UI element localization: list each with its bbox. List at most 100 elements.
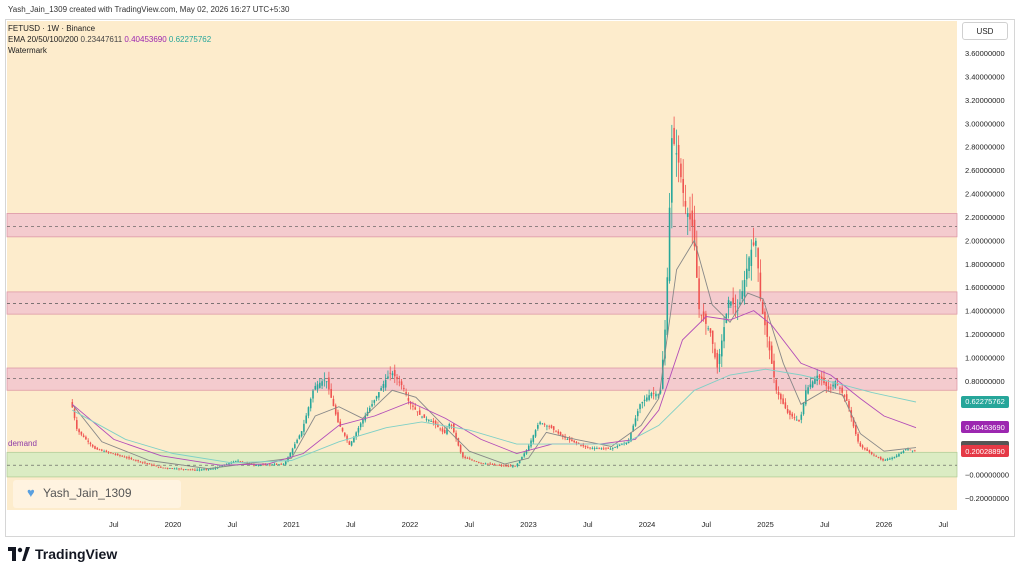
candle-body [611, 447, 614, 449]
candle-body [770, 345, 773, 364]
candle-body [221, 465, 223, 467]
candle-body [148, 463, 151, 465]
candle-body [843, 395, 846, 397]
candle-body [502, 465, 505, 467]
candle-body [641, 401, 644, 404]
plot-background [7, 21, 957, 510]
candle-body [455, 432, 457, 439]
candle-body [112, 453, 114, 455]
candle-body [396, 376, 398, 380]
currency-button[interactable]: USD [962, 22, 1008, 40]
candle-body [387, 376, 389, 379]
candle-body [671, 138, 673, 203]
demand-label: demand [8, 439, 37, 448]
legend-watermark[interactable]: Watermark [8, 46, 47, 55]
candle-body [827, 386, 830, 389]
candle-body [228, 463, 230, 465]
candle-body [525, 450, 528, 454]
candle-body [187, 469, 189, 471]
y-tick-label: 1.60000000 [965, 283, 1005, 292]
candle-body [652, 392, 655, 394]
candle-body [257, 465, 260, 466]
candle-body [130, 458, 133, 460]
candle-body [91, 444, 94, 447]
legend-symbol[interactable]: FETUSD · 1W · Binance [8, 24, 96, 33]
candle-body [141, 461, 144, 463]
candle-body [341, 427, 344, 432]
candle-body [480, 462, 482, 464]
candle-body [160, 466, 162, 468]
candle-body [393, 370, 396, 377]
candle-body [498, 465, 501, 466]
candle-body [150, 464, 153, 466]
candle-body [316, 384, 319, 390]
candle-body [475, 461, 478, 463]
watermark-text: Yash_Jain_1309 [43, 486, 132, 500]
candle-body [677, 144, 680, 163]
candle-body [555, 431, 557, 433]
candle-body [868, 450, 871, 453]
y-tick-label: 2.00000000 [965, 236, 1005, 245]
candle-body [859, 442, 862, 447]
legend-ema[interactable]: EMA 20/50/100/200 0.23447611 0.40453690 … [8, 34, 211, 45]
candle-body [425, 418, 428, 420]
candle-body [889, 458, 891, 460]
candle-body [203, 469, 205, 471]
candle-body [482, 463, 485, 465]
candle-body [182, 469, 185, 470]
candle-body [636, 411, 639, 417]
candle-body [514, 465, 516, 467]
x-tick-label: 2020 [165, 520, 182, 529]
x-tick-label: 2022 [402, 520, 419, 529]
candle-body [907, 449, 909, 451]
candle-body [648, 395, 650, 400]
candle-body [775, 380, 778, 391]
candle-body [255, 465, 258, 466]
candle-body [602, 448, 605, 450]
candle-body [312, 390, 314, 399]
candle-body [384, 380, 387, 388]
candle-body [839, 387, 841, 389]
candle-body [521, 456, 523, 460]
resistance-zone-2 [6, 291, 958, 315]
x-tick-label: 2025 [757, 520, 774, 529]
candle-body [457, 438, 460, 446]
candle-body [530, 440, 532, 447]
x-tick-label: 2021 [283, 520, 300, 529]
candle-body [409, 402, 412, 405]
candle-body [886, 459, 889, 460]
y-tick-label: 2.20000000 [965, 213, 1005, 222]
candle-body [864, 448, 866, 450]
candle-body [866, 448, 868, 451]
y-tick-label: 1.20000000 [965, 330, 1005, 339]
candle-body [453, 423, 455, 433]
candle-body [450, 425, 453, 426]
candle-body [362, 419, 364, 424]
candle-body [512, 466, 514, 468]
candle-body [116, 453, 119, 456]
tradingview-logo[interactable]: TradingView [8, 545, 117, 563]
candle-body [786, 409, 789, 413]
candle-body [96, 447, 99, 450]
candle-body [198, 469, 201, 471]
candle-body [682, 178, 684, 193]
candle-body [832, 384, 834, 387]
candle-body [882, 458, 884, 461]
candle-body [734, 306, 737, 308]
candle-body [577, 442, 580, 445]
candle-body [262, 464, 264, 466]
candle-body [180, 468, 183, 470]
candle-body [105, 450, 108, 452]
candle-body [87, 440, 89, 442]
candle-body [489, 463, 491, 465]
candle-body [284, 461, 287, 465]
candle-body [616, 446, 619, 448]
candle-body [568, 437, 571, 441]
candle-body [128, 457, 130, 459]
candle-body [355, 432, 357, 438]
candle-body [375, 396, 378, 399]
candle-body [532, 435, 535, 442]
candle-body [119, 455, 121, 456]
candle-body [275, 464, 278, 466]
